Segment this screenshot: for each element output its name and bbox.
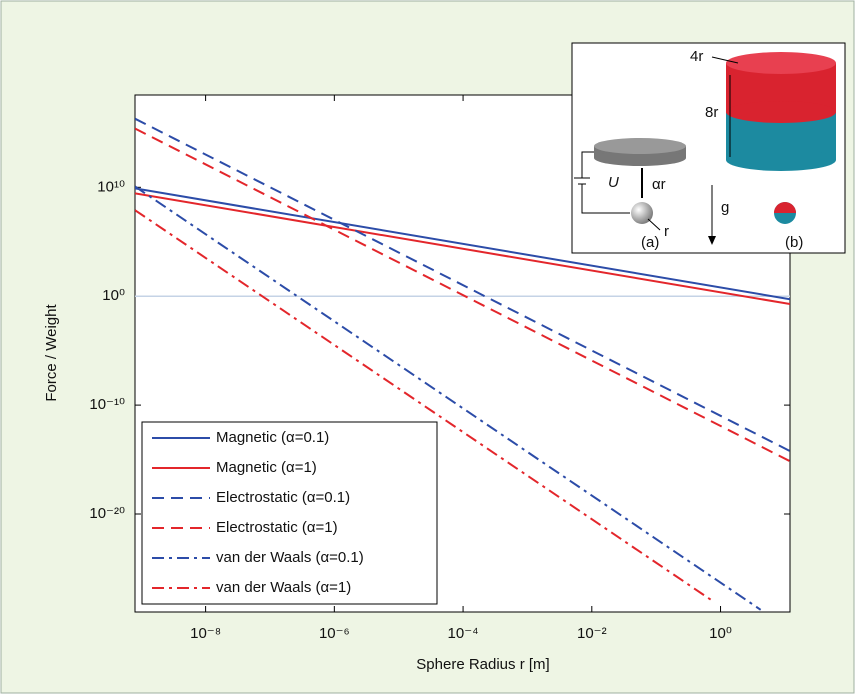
legend-label: Magnetic (α=1) (216, 459, 317, 476)
legend-label: Electrostatic (α=1) (216, 519, 338, 536)
inset-label: (a) (641, 234, 659, 251)
x-tick-label: 10⁻⁶ (319, 625, 350, 642)
y-tick-label: 10¹⁰ (97, 178, 125, 195)
sphere-b-top (774, 202, 796, 213)
d-pointer (711, 56, 739, 64)
plate-top (594, 138, 686, 154)
inset-label: 4r (690, 48, 703, 65)
sphere-a (631, 202, 653, 224)
x-tick-label: 10⁻² (577, 625, 607, 642)
x-tick-label: 10⁻⁸ (190, 625, 221, 642)
r-pointer (647, 218, 661, 231)
series-line (135, 117, 790, 452)
y-tick-label: 10⁻¹⁰ (89, 396, 125, 413)
y-tick-label: 10⁰ (102, 287, 125, 304)
y-tick-label: 10⁻²⁰ (89, 505, 125, 522)
inset-label: αr (652, 176, 666, 193)
inset-label: U (608, 174, 619, 191)
x-axis-label: Sphere Radius r [m] (416, 656, 549, 673)
circuit (574, 151, 630, 214)
g-arrowhead (708, 236, 716, 245)
inset: 4r 8r U αr r g (a) (b) (571, 42, 846, 254)
legend-label: van der Waals (α=1) (216, 579, 351, 596)
x-tick-label: 10⁻⁴ (448, 625, 479, 642)
inset-label: 8r (705, 104, 718, 121)
inset-label: (b) (785, 234, 803, 251)
plot-lines (135, 117, 790, 611)
series-line (135, 187, 790, 301)
cylinder-top (726, 52, 836, 74)
cylinder-blue-bottom (726, 149, 836, 171)
legend-label: van der Waals (α=0.1) (216, 549, 364, 566)
legend-label: Electrostatic (α=0.1) (216, 489, 350, 506)
series-line (135, 185, 762, 611)
x-tick-label: 10⁰ (709, 625, 732, 642)
legend-label: Magnetic (α=0.1) (216, 429, 329, 446)
y-axis-label: Force / Weight (43, 304, 60, 402)
cylinder-mid (726, 101, 836, 123)
inset-label: g (721, 199, 729, 216)
series-line (135, 209, 714, 602)
inset-label: r (664, 223, 669, 240)
series-line (135, 192, 790, 306)
series-line (135, 127, 790, 463)
legend-box (141, 421, 438, 605)
plate-bottom (594, 150, 686, 166)
